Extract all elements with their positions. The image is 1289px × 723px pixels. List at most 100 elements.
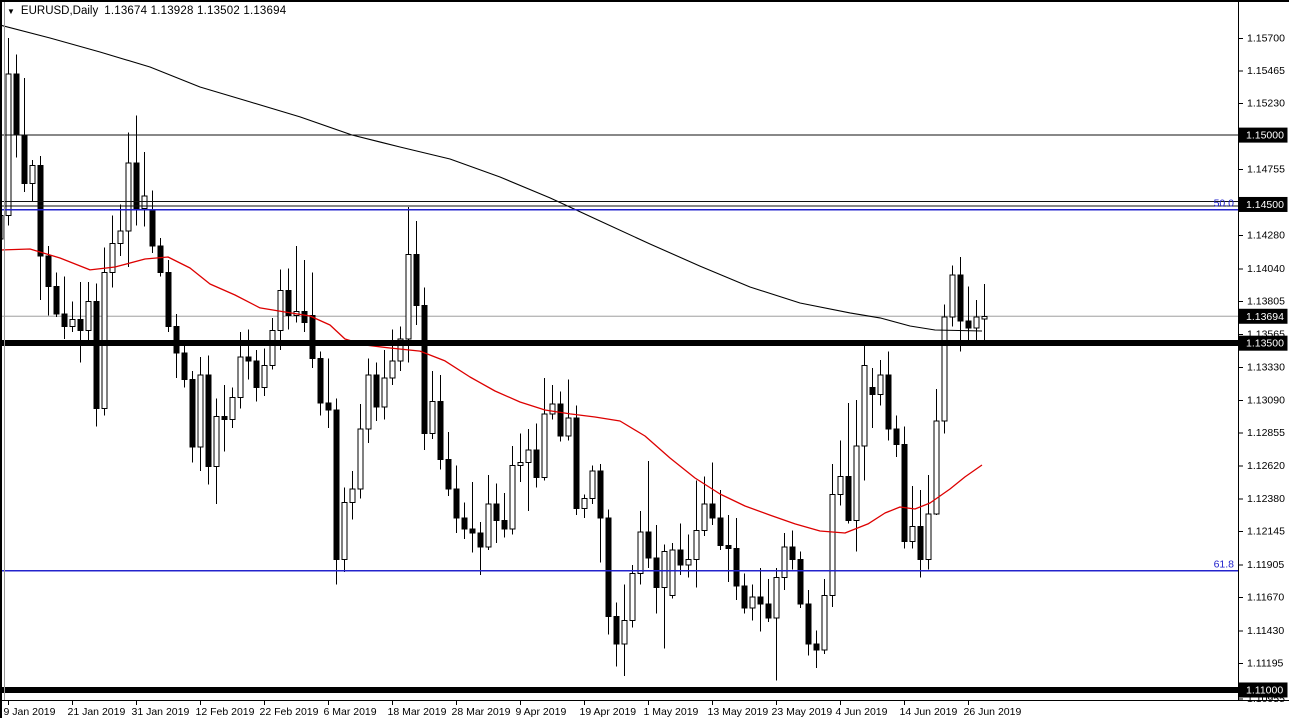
bear-candle (453, 488, 460, 519)
bear-candle (325, 402, 332, 411)
bear-candle (173, 326, 180, 354)
bull-candle (861, 364, 868, 447)
bear-candle (645, 531, 652, 559)
bear-candle (45, 255, 52, 287)
bear-candle (917, 525, 924, 561)
bear-candle (965, 320, 972, 329)
price-badge (1238, 335, 1288, 351)
bear-candle (605, 517, 612, 617)
price-tick-label: 1.11670 (1247, 592, 1284, 604)
bull-candle (341, 502, 348, 561)
price-badge-label: 1.13500 (1246, 338, 1284, 350)
bull-candle (941, 316, 948, 422)
bear-candle (765, 603, 772, 619)
bear-candle (77, 319, 84, 332)
price-tick-label: 1.11430 (1247, 625, 1284, 637)
bull-candle (581, 498, 588, 509)
bear-candle (573, 417, 580, 509)
date-tick-label: 4 Jun 2019 (836, 706, 888, 718)
date-tick-label: 23 May 2019 (772, 706, 833, 718)
bull-candle (701, 503, 708, 531)
bear-candle (413, 253, 420, 307)
bear-candle (613, 615, 620, 645)
bear-candle (373, 374, 380, 408)
bear-candle (301, 310, 308, 323)
bull-candle (693, 529, 700, 561)
bear-candle (421, 305, 428, 434)
bull-candle (821, 595, 828, 651)
price-badge (1238, 127, 1288, 143)
date-tick-label: 14 Jun 2019 (900, 706, 958, 718)
bear-candle (149, 209, 156, 247)
bull-candle (933, 420, 940, 515)
date-tick-label: 26 Jun 2019 (964, 706, 1022, 718)
bull-candle (125, 162, 132, 232)
date-tick-label: 28 Mar 2019 (452, 706, 511, 718)
bear-candle (437, 400, 444, 461)
bear-candle (533, 449, 540, 479)
bull-candle (877, 374, 884, 396)
price-tick-label: 1.13330 (1247, 361, 1285, 373)
bear-candle (469, 528, 476, 534)
ma-fast-red (0, 248, 983, 534)
bull-candle (549, 403, 556, 415)
price-badge-label: 1.14500 (1246, 199, 1284, 211)
price-badge-label: 1.13694 (1246, 311, 1284, 323)
bull-candle (429, 400, 436, 434)
fib-level-label: 50.0 (1214, 198, 1235, 210)
bear-candle (93, 301, 100, 409)
bear-candle (845, 475, 852, 522)
bull-candle (685, 559, 692, 566)
left-border (0, 0, 2, 718)
bull-candle (85, 301, 92, 332)
chart-menu-expander-icon[interactable]: ▼ (7, 6, 15, 16)
bull-candle (629, 572, 636, 622)
fib-level-label: 61.8 (1214, 559, 1235, 571)
bear-candle (741, 585, 748, 609)
bear-candle (253, 360, 260, 389)
bull-candle (565, 417, 572, 437)
price-tick-label: 1.12145 (1247, 526, 1285, 538)
date-tick-label: 12 Feb 2019 (196, 706, 255, 718)
candles-layer (0, 38, 988, 681)
bull-candle (541, 413, 548, 479)
bear-candle (725, 545, 732, 549)
bear-candle (133, 162, 140, 210)
date-tick-label: 9 Apr 2019 (516, 706, 567, 718)
price-tick-label: 1.12380 (1247, 493, 1285, 505)
bull-candle (853, 445, 860, 522)
price-tick-label: 1.11195 (1247, 657, 1284, 669)
bull-candle (837, 475, 844, 495)
date-tick-label: 31 Jan 2019 (132, 706, 190, 718)
date-tick-label: 1 May 2019 (644, 706, 699, 718)
bull-candle (261, 364, 268, 389)
bear-candle (333, 409, 340, 561)
bear-candle (245, 356, 252, 362)
bull-candle (365, 374, 372, 430)
price-tick-label: 1.11905 (1247, 559, 1284, 571)
bull-candle (637, 531, 644, 574)
bear-candle (957, 274, 964, 322)
bull-candle (357, 428, 364, 490)
bull-candle (949, 274, 956, 318)
chart-title-bar: ▼ EURUSD,Daily 1.13674 1.13928 1.13502 1… (7, 5, 286, 17)
bull-candle (141, 195, 148, 210)
bull-candle (389, 360, 396, 379)
date-tick-label: 22 Feb 2019 (260, 706, 319, 718)
price-badge (1238, 682, 1288, 698)
bull-candle (69, 319, 76, 328)
bear-candle (717, 517, 724, 547)
bull-candle (669, 549, 676, 597)
date-tick-label: 13 May 2019 (708, 706, 769, 718)
price-badge-label: 1.11000 (1246, 684, 1283, 696)
date-tick-label: 18 Mar 2019 (388, 706, 447, 718)
ma-slow-black (0, 24, 983, 332)
bull-candle (5, 73, 12, 217)
bull-candle (909, 525, 916, 543)
price-tick-label: 1.13805 (1247, 295, 1285, 307)
top-border (0, 0, 1289, 2)
bull-candle (925, 513, 932, 561)
